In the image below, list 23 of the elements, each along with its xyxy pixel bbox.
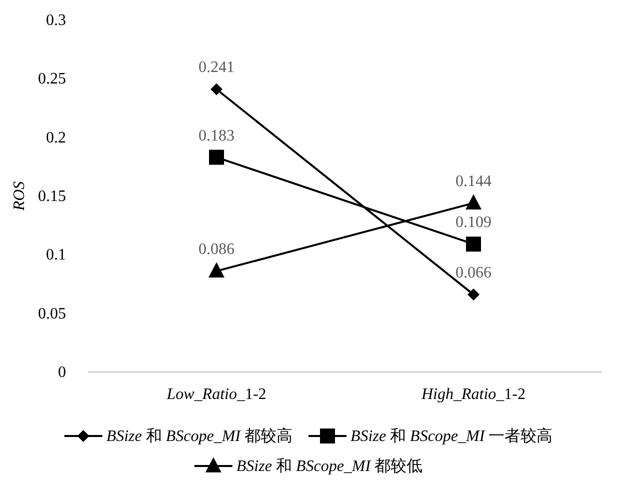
data-label: 0.144 (456, 173, 492, 190)
y-axis-title: ROS (11, 181, 28, 212)
legend-label: BSize 和 BScope_MI 都较低 (236, 457, 423, 475)
x-tick-label: Low_Ratio_1-2 (166, 386, 266, 403)
y-tick-label: 0.25 (38, 70, 66, 88)
point (209, 150, 224, 165)
data-label: 0.109 (456, 214, 492, 232)
y-tick-label: 0.1 (46, 246, 66, 264)
y-tick-label: 0.15 (38, 188, 66, 205)
x-tick-label: High_Ratio_1-2 (420, 386, 526, 403)
y-tick-label: 0 (58, 364, 66, 381)
y-tick-label: 0.05 (38, 305, 66, 322)
y-tick-label: 0.2 (46, 129, 66, 146)
data-label: 0.066 (456, 264, 492, 282)
legend-label: BSize 和 BScope_MI 一者较高 (350, 427, 553, 445)
data-label: 0.183 (198, 127, 234, 144)
data-label: 0.086 (198, 241, 234, 258)
y-tick-label: 0.3 (46, 12, 66, 29)
legend-label: BSize 和 BScope_MI 都较高 (106, 427, 292, 445)
point (466, 236, 481, 252)
point (210, 83, 222, 96)
data-label: 0.241 (198, 59, 234, 76)
point (468, 288, 480, 301)
